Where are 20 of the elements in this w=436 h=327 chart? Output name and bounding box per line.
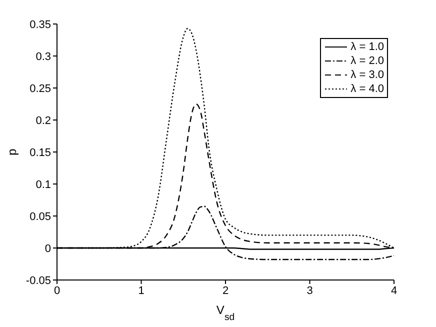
legend-label: λ = 3.0 bbox=[350, 69, 384, 81]
x-tick-label: 4 bbox=[390, 284, 398, 297]
y-tick-label: 0.25 bbox=[30, 82, 51, 95]
legend-label: λ = 4.0 bbox=[350, 83, 384, 95]
legend-label: λ = 2.0 bbox=[350, 55, 384, 67]
x-tick-label: 0 bbox=[54, 284, 60, 297]
y-tick-label: 0.2 bbox=[36, 114, 51, 127]
y-tick-label: -0.05 bbox=[26, 274, 51, 287]
x-tick-label: 2 bbox=[222, 284, 229, 297]
y-axis-title: p bbox=[5, 148, 19, 156]
legend-label: λ = 1.0 bbox=[350, 41, 384, 53]
y-tick-label: 0.3 bbox=[36, 50, 51, 63]
y-tick-label: 0.15 bbox=[30, 146, 51, 159]
y-tick-label: 0 bbox=[44, 242, 51, 255]
y-tick-label: 0.1 bbox=[36, 178, 51, 191]
x-tick-label: 3 bbox=[306, 284, 313, 297]
y-tick-label: 0.35 bbox=[30, 18, 51, 31]
y-tick-label: 0.05 bbox=[30, 210, 51, 223]
x-tick-label: 1 bbox=[138, 284, 144, 297]
x-axis-title: V$_{sd}$ bbox=[216, 303, 235, 322]
